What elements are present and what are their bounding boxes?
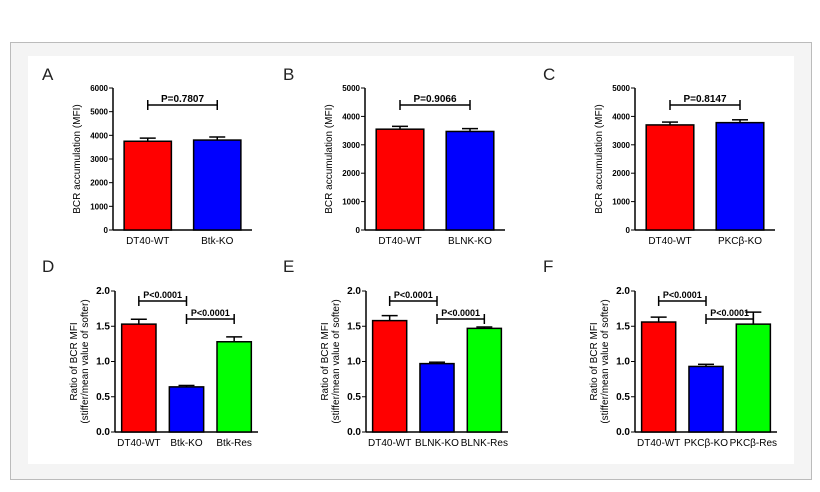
x-tick-label: PKCβ-KO xyxy=(684,438,728,449)
x-tick-label: DT40-WT xyxy=(378,236,421,247)
y-axis-label: BCR accumulation (MFI) xyxy=(324,104,335,213)
y-tick-label: 2000 xyxy=(90,179,108,188)
y-tick-label: 6000 xyxy=(90,84,108,93)
bar xyxy=(466,327,503,433)
y-tick-label: 1.0 xyxy=(96,357,110,368)
p-value-label: P<0.0001 xyxy=(143,290,182,300)
p-value-label: P=0.7807 xyxy=(161,94,205,105)
y-tick-label: 1000 xyxy=(612,198,630,207)
y-tick-label: 5000 xyxy=(90,108,108,117)
x-tick-label: DT40-WT xyxy=(648,236,691,247)
y-tick-label: 2000 xyxy=(612,169,630,178)
y-tick-label: 0 xyxy=(626,226,631,235)
x-tick-label: PKCβ-Res xyxy=(730,438,777,449)
bar xyxy=(371,319,408,433)
y-tick-label: 2000 xyxy=(342,169,360,178)
y-tick-label: 5000 xyxy=(612,84,630,93)
y-axis-label: BCR accumulation (MFI) xyxy=(72,104,83,213)
y-tick-label: 0.0 xyxy=(347,427,361,438)
y-tick-label: 5000 xyxy=(342,84,360,93)
y-tick-label: 1.5 xyxy=(96,321,110,332)
y-axis-label: Ratio of BCR MFI xyxy=(69,322,80,400)
y-tick-label: 0.0 xyxy=(616,427,630,438)
y-tick-label: 4000 xyxy=(612,112,630,121)
panel-label-D: D xyxy=(42,257,54,276)
y-axis-label-2: (stiffer/mean value of softer) xyxy=(80,299,91,423)
y-tick-label: 0 xyxy=(356,226,361,235)
panel-label-E: E xyxy=(283,257,294,276)
y-tick-label: 4000 xyxy=(342,112,360,121)
y-tick-label: 1.0 xyxy=(347,357,361,368)
x-tick-label: BLNK-KO xyxy=(448,236,492,247)
bar xyxy=(192,139,242,231)
p-value-label: P<0.0001 xyxy=(663,290,702,300)
panel-label-B: B xyxy=(283,65,294,84)
y-axis-label: Ratio of BCR MFI xyxy=(589,322,600,400)
bar xyxy=(640,321,677,433)
bar xyxy=(120,323,157,433)
y-tick-label: 3000 xyxy=(612,141,630,150)
y-axis-label: BCR accumulation (MFI) xyxy=(594,104,605,213)
y-axis-label-2: (stiffer/mean value of softer) xyxy=(600,299,611,423)
y-tick-label: 3000 xyxy=(90,155,108,164)
y-tick-label: 0.5 xyxy=(616,392,630,403)
p-value-label: P<0.0001 xyxy=(710,308,749,318)
y-tick-label: 1000 xyxy=(342,198,360,207)
bar xyxy=(735,323,772,433)
y-axis-label: Ratio of BCR MFI xyxy=(320,322,331,400)
y-tick-label: 0.5 xyxy=(96,392,110,403)
bar xyxy=(216,341,253,433)
x-tick-label: Btk-KO xyxy=(170,438,202,449)
p-value-label: P<0.0001 xyxy=(394,290,433,300)
bar xyxy=(123,140,173,231)
x-tick-label: PKCβ-KO xyxy=(718,236,762,247)
y-tick-label: 1000 xyxy=(90,202,108,211)
x-tick-label: DT40-WT xyxy=(117,438,160,449)
y-tick-label: 4000 xyxy=(90,131,108,140)
y-tick-label: 2.0 xyxy=(96,286,110,297)
y-tick-label: 3000 xyxy=(342,141,360,150)
bar xyxy=(445,130,495,231)
y-tick-label: 2.0 xyxy=(347,286,361,297)
x-tick-label: BLNK-Res xyxy=(461,438,508,449)
y-tick-label: 0.0 xyxy=(96,427,110,438)
x-tick-label: DT40-WT xyxy=(637,438,680,449)
bar xyxy=(419,362,455,433)
x-tick-label: Btk-KO xyxy=(201,236,233,247)
y-tick-label: 1.0 xyxy=(616,357,630,368)
y-axis-label-2: (stiffer/mean value of softer) xyxy=(331,299,342,423)
bar xyxy=(645,124,695,231)
y-tick-label: 0.5 xyxy=(347,392,361,403)
y-tick-label: 2.0 xyxy=(616,286,630,297)
x-tick-label: DT40-WT xyxy=(126,236,169,247)
panel-label-A: A xyxy=(42,65,54,84)
y-tick-label: 0 xyxy=(104,226,109,235)
p-value-label: P<0.0001 xyxy=(191,308,230,318)
y-tick-label: 1.5 xyxy=(347,321,361,332)
panel-label-F: F xyxy=(543,257,553,276)
p-value-label: P<0.0001 xyxy=(441,308,480,318)
p-value-label: P=0.9066 xyxy=(413,94,457,105)
bar xyxy=(375,128,425,231)
x-tick-label: BLNK-KO xyxy=(415,438,459,449)
bar xyxy=(168,386,205,433)
x-tick-label: DT40-WT xyxy=(368,438,411,449)
panel-label-C: C xyxy=(543,65,555,84)
bar xyxy=(688,365,724,433)
p-value-label: P=0.8147 xyxy=(683,94,727,105)
x-tick-label: Btk-Res xyxy=(216,438,252,449)
y-tick-label: 1.5 xyxy=(616,321,630,332)
bar xyxy=(715,121,765,231)
